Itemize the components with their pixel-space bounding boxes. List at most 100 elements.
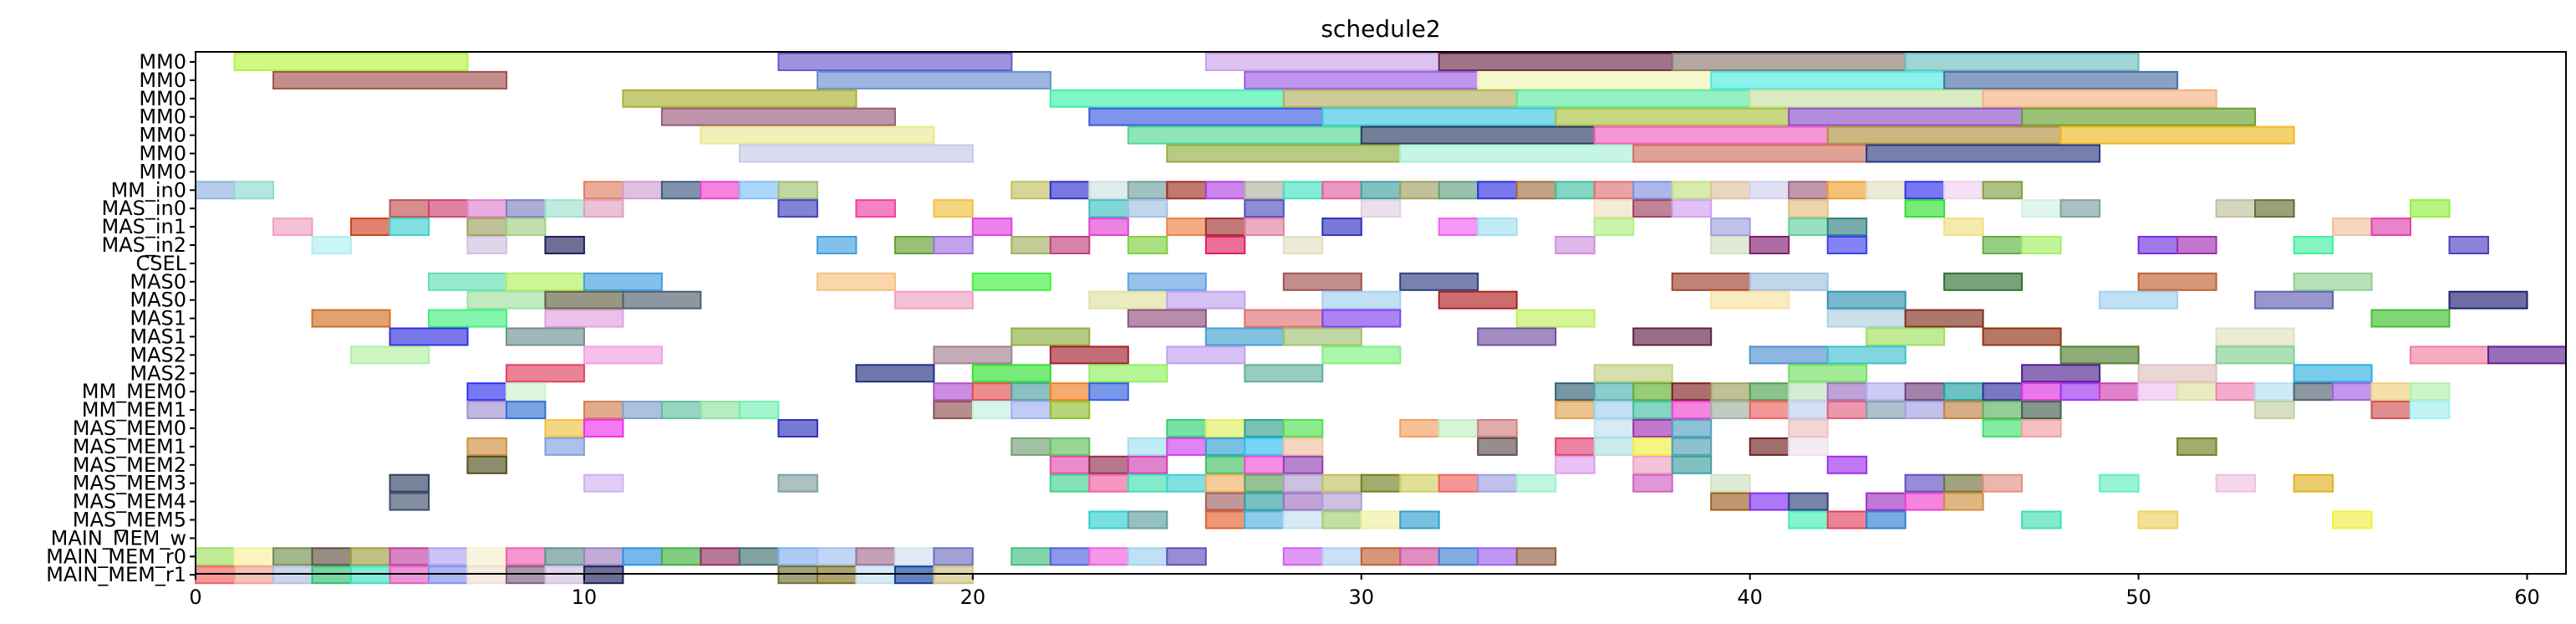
task-bar bbox=[1943, 217, 1984, 237]
task-bar bbox=[2332, 382, 2373, 402]
task-bar bbox=[971, 272, 1051, 291]
task-bar bbox=[389, 327, 469, 346]
y-tick-label: MAS2 bbox=[130, 343, 186, 366]
task-bar bbox=[933, 547, 974, 566]
task-bar bbox=[2176, 382, 2217, 402]
task-bar bbox=[583, 272, 663, 291]
task-bar bbox=[2370, 382, 2411, 402]
task-bar bbox=[1049, 89, 1285, 108]
task-bar bbox=[1632, 473, 1673, 493]
task-bar bbox=[1399, 144, 1635, 163]
task-bar bbox=[1282, 492, 1324, 511]
task-bar bbox=[428, 309, 507, 328]
task-bar bbox=[2293, 236, 2334, 254]
task-bar bbox=[1632, 437, 1673, 456]
task-bar bbox=[1904, 53, 2140, 71]
task-bar bbox=[1127, 437, 1168, 456]
task-bar bbox=[1438, 290, 1518, 309]
task-bar bbox=[1671, 401, 1713, 420]
task-bar bbox=[893, 236, 935, 254]
task-bar bbox=[1826, 217, 1868, 237]
y-tick-label: MAS0 bbox=[130, 270, 186, 294]
task-bar bbox=[1788, 181, 1829, 200]
task-bar bbox=[1127, 547, 1168, 566]
task-bar bbox=[971, 401, 1013, 420]
chart-title: schedule2 bbox=[1321, 15, 1440, 43]
y-tick-label: MAS1 bbox=[130, 307, 186, 330]
task-bar bbox=[777, 547, 818, 566]
task-bar bbox=[1244, 309, 1324, 328]
task-bar bbox=[1127, 309, 1207, 328]
task-bar bbox=[505, 401, 547, 420]
task-bar bbox=[1826, 181, 1868, 200]
task-bar bbox=[1360, 199, 1402, 218]
task-bar bbox=[971, 217, 1013, 237]
task-bar bbox=[1710, 382, 1751, 402]
task-bar bbox=[1204, 455, 1246, 474]
task-bar bbox=[1477, 437, 1518, 456]
task-bar bbox=[195, 565, 236, 585]
task-bar bbox=[1399, 272, 1479, 291]
task-bar bbox=[2021, 107, 2257, 126]
task-bar bbox=[1904, 382, 1946, 402]
task-bar bbox=[466, 437, 507, 456]
task-bar bbox=[544, 419, 585, 437]
task-bar bbox=[1826, 382, 1868, 402]
task-bar bbox=[1282, 510, 1324, 529]
task-bar bbox=[1904, 199, 1946, 218]
task-bar bbox=[272, 70, 507, 90]
y-tick-label: MM0 bbox=[139, 142, 186, 166]
task-bar bbox=[1399, 419, 1440, 437]
task-bar bbox=[311, 309, 391, 328]
task-bar bbox=[1282, 89, 1518, 108]
task-bar bbox=[1593, 181, 1635, 200]
task-bar bbox=[1166, 345, 1246, 365]
task-bar bbox=[544, 236, 585, 254]
task-bar bbox=[1438, 419, 1479, 437]
task-bar bbox=[389, 199, 430, 218]
task-bar bbox=[1438, 217, 1479, 237]
task-bar bbox=[1049, 437, 1091, 456]
task-bar bbox=[1555, 401, 1596, 420]
task-bar bbox=[1204, 53, 1440, 71]
task-bar bbox=[1438, 53, 1673, 71]
task-bar bbox=[2021, 510, 2062, 529]
task-bar bbox=[583, 565, 624, 585]
task-bar bbox=[2410, 199, 2451, 218]
task-bar bbox=[622, 401, 663, 420]
task-bar bbox=[933, 236, 974, 254]
task-bar bbox=[1282, 236, 1324, 254]
task-bar bbox=[1710, 181, 1751, 200]
task-bar bbox=[1088, 181, 1129, 200]
task-bar bbox=[1788, 437, 1829, 456]
task-bar bbox=[350, 345, 430, 365]
y-tick-label: MAS_in1 bbox=[101, 215, 186, 238]
y-tick-label: MM0 bbox=[139, 124, 186, 147]
task-bar bbox=[933, 199, 974, 218]
task-bar bbox=[1477, 473, 1518, 493]
task-bar bbox=[1166, 437, 1207, 456]
task-bar bbox=[389, 492, 430, 511]
task-bar bbox=[2293, 473, 2334, 493]
task-bar bbox=[2059, 125, 2295, 145]
task-bar bbox=[1632, 144, 1868, 163]
task-bar bbox=[622, 89, 858, 108]
task-bar bbox=[1438, 181, 1479, 200]
task-bar bbox=[1244, 70, 1479, 90]
task-bar bbox=[933, 345, 1013, 365]
task-bar bbox=[1477, 327, 1557, 346]
task-bar bbox=[1749, 437, 1790, 456]
task-bar bbox=[1282, 327, 1362, 346]
task-bar bbox=[233, 53, 469, 71]
task-bar bbox=[1282, 419, 1324, 437]
task-bar bbox=[1982, 401, 2024, 420]
task-bar bbox=[1632, 327, 1713, 346]
task-bar bbox=[1321, 547, 1362, 566]
task-bar bbox=[1049, 547, 1091, 566]
task-bar bbox=[1204, 510, 1246, 529]
x-tick-label: 60 bbox=[2514, 586, 2540, 609]
y-tick-label: MAS_MEM5 bbox=[73, 509, 186, 532]
task-bar bbox=[1088, 107, 1324, 126]
task-bar bbox=[1244, 419, 1285, 437]
